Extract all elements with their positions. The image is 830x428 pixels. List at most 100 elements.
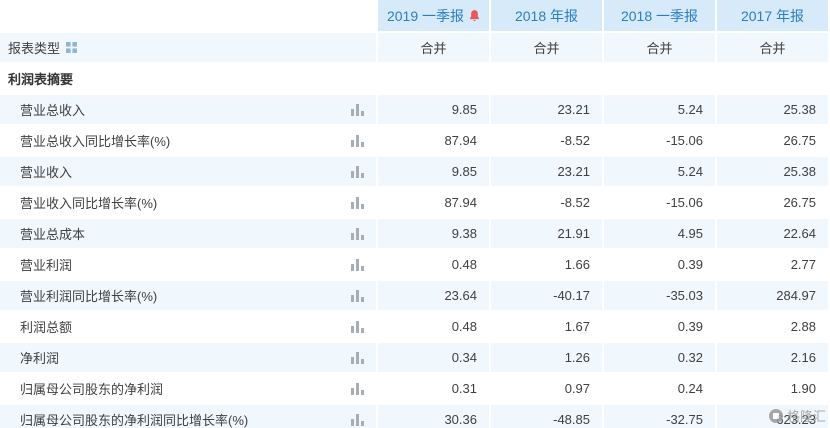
table-grid-icon[interactable] xyxy=(66,42,78,53)
section-row: 利润表摘要 xyxy=(0,64,830,95)
report-type-label: 报表类型 xyxy=(8,41,61,56)
row-label-cell: 营业利润 xyxy=(0,250,378,281)
table-cell: -8.52 xyxy=(491,126,604,157)
header-col-2019-q1[interactable]: 2019 一季报 xyxy=(378,0,491,33)
table-cell: 1.90 xyxy=(717,374,830,405)
table-cell: 1.67 xyxy=(491,312,604,343)
table-cell: 合并 xyxy=(378,33,491,64)
table-row: 利润总额 0.48 1.67 0.39 2.88 xyxy=(0,312,830,343)
table-cell: 1.26 xyxy=(491,343,604,374)
table-cell: -15.06 xyxy=(604,188,717,219)
header-label: 2018 一季报 xyxy=(620,7,699,24)
row-label: 利润总额 xyxy=(20,320,73,335)
table-row: 营业利润同比增长率(%) 23.64 -40.17 -35.03 284.97 xyxy=(0,281,830,312)
row-label-cell: 归属母公司股东的净利润 xyxy=(0,374,378,405)
table-cell: 9.85 xyxy=(378,95,491,126)
row-label: 营业利润 xyxy=(20,258,73,273)
table-cell: 25.38 xyxy=(717,157,830,188)
table-cell xyxy=(378,64,491,95)
bar-chart-icon[interactable] xyxy=(351,103,364,116)
table-cell xyxy=(491,64,604,95)
header-col-2018-q1[interactable]: 2018 一季报 xyxy=(604,0,717,33)
row-label: 营业总收入 xyxy=(20,103,86,118)
table-row: 归属母公司股东的净利润同比增长率(%) 30.36 -48.85 -32.75 … xyxy=(0,405,830,428)
table-cell: 1.66 xyxy=(491,250,604,281)
row-label: 净利润 xyxy=(20,351,60,366)
table-row: 归属母公司股东的净利润 0.31 0.97 0.24 1.90 xyxy=(0,374,830,405)
row-label: 营业总成本 xyxy=(20,227,86,242)
table-cell: -48.85 xyxy=(491,405,604,428)
table-cell: 87.94 xyxy=(378,188,491,219)
section-title: 利润表摘要 xyxy=(8,72,74,87)
table-row: 营业利润 0.48 1.66 0.39 2.77 xyxy=(0,250,830,281)
table-cell: 合并 xyxy=(717,33,830,64)
table-cell: 0.97 xyxy=(491,374,604,405)
table-cell: 9.85 xyxy=(378,157,491,188)
header-label: 2017 年报 xyxy=(740,7,805,24)
table-row: 净利润 0.34 1.26 0.32 2.16 xyxy=(0,343,830,374)
header-col-2017-annual[interactable]: 2017 年报 xyxy=(717,0,830,33)
row-label: 营业收入同比增长率(%) xyxy=(20,196,158,211)
bar-chart-icon[interactable] xyxy=(351,320,364,333)
table-cell: -8.52 xyxy=(491,188,604,219)
row-label-cell: 归属母公司股东的净利润同比增长率(%) xyxy=(0,405,378,428)
table-row: 营业总收入 9.85 23.21 5.24 25.38 xyxy=(0,95,830,126)
table-cell: 22.64 xyxy=(717,219,830,250)
table-cell: 0.39 xyxy=(604,312,717,343)
row-label: 营业总收入同比增长率(%) xyxy=(20,134,171,149)
row-label: 归属母公司股东的净利润同比增长率(%) xyxy=(20,413,249,428)
table-cell: 87.94 xyxy=(378,126,491,157)
bar-chart-icon[interactable] xyxy=(351,134,364,147)
table-cell: 0.34 xyxy=(378,343,491,374)
table-cell: 0.24 xyxy=(604,374,717,405)
bell-icon[interactable] xyxy=(469,9,480,22)
header-label: 2018 年报 xyxy=(514,7,579,24)
row-label-cell: 利润总额 xyxy=(0,312,378,343)
row-label-cell: 营业利润同比增长率(%) xyxy=(0,281,378,312)
bar-chart-icon[interactable] xyxy=(351,289,364,302)
table-cell xyxy=(604,64,717,95)
table-cell: 284.97 xyxy=(717,281,830,312)
table-cell: 26.75 xyxy=(717,126,830,157)
table-row: 营业收入 9.85 23.21 5.24 25.38 xyxy=(0,157,830,188)
table-cell: -32.75 xyxy=(604,405,717,428)
table-cell: 23.21 xyxy=(491,157,604,188)
row-label: 营业利润同比增长率(%) xyxy=(20,289,158,304)
table-cell: 5.24 xyxy=(604,95,717,126)
bar-chart-icon[interactable] xyxy=(351,227,364,240)
table-cell: 623.23 xyxy=(717,405,830,428)
row-label-cell: 营业收入 xyxy=(0,157,378,188)
row-label-cell: 营业总收入 xyxy=(0,95,378,126)
row-label-cell: 营业收入同比增长率(%) xyxy=(0,188,378,219)
bar-chart-icon[interactable] xyxy=(351,165,364,178)
table-cell: 25.38 xyxy=(717,95,830,126)
table-cell: 2.16 xyxy=(717,343,830,374)
row-label-cell: 营业总收入同比增长率(%) xyxy=(0,126,378,157)
table-cell: 0.39 xyxy=(604,250,717,281)
bar-chart-icon[interactable] xyxy=(351,382,364,395)
table-cell: 5.24 xyxy=(604,157,717,188)
header-label: 2019 一季报 xyxy=(386,7,465,24)
bar-chart-icon[interactable] xyxy=(351,413,364,426)
bar-chart-icon[interactable] xyxy=(351,196,364,209)
table-cell: 0.31 xyxy=(378,374,491,405)
row-label: 归属母公司股东的净利润 xyxy=(20,382,164,397)
header-col-2018-annual[interactable]: 2018 年报 xyxy=(491,0,604,33)
table-cell: 30.36 xyxy=(378,405,491,428)
table-row: 营业总收入同比增长率(%) 87.94 -8.52 -15.06 26.75 xyxy=(0,126,830,157)
table-cell: -15.06 xyxy=(604,126,717,157)
section-title-cell: 利润表摘要 xyxy=(0,64,378,95)
table-cell: 21.91 xyxy=(491,219,604,250)
table-cell xyxy=(717,64,830,95)
table-header-row: 2019 一季报 2018 年报 2018 一季报 2017 年报 xyxy=(0,0,830,33)
table-cell: 合并 xyxy=(604,33,717,64)
bar-chart-icon[interactable] xyxy=(351,351,364,364)
report-type-label-cell: 报表类型 xyxy=(0,33,378,64)
report-type-row: 报表类型 合并 合并 合并 合并 xyxy=(0,33,830,64)
bar-chart-icon[interactable] xyxy=(351,258,364,271)
table-cell: 23.64 xyxy=(378,281,491,312)
table-cell: 2.77 xyxy=(717,250,830,281)
table-cell: 2.88 xyxy=(717,312,830,343)
row-label: 营业收入 xyxy=(20,165,73,180)
